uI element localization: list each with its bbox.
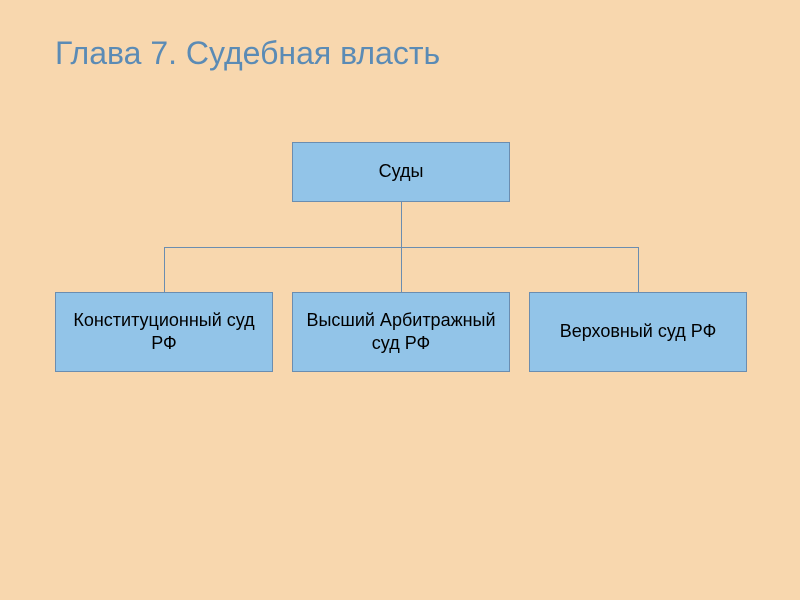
child-node-1-label: Конституционный суд РФ (64, 309, 264, 356)
child-node-3-label: Верховный суд РФ (560, 320, 717, 343)
root-node: Суды (292, 142, 510, 202)
child-node-3: Верховный суд РФ (529, 292, 747, 372)
root-node-label: Суды (379, 160, 424, 183)
org-chart-diagram: Суды Конституционный суд РФ Высший Арбит… (55, 142, 745, 442)
slide-title: Глава 7. Судебная власть (55, 35, 745, 72)
child-node-2-label: Высший Арбитражный суд РФ (301, 309, 501, 356)
connector-drop-1 (164, 247, 165, 292)
slide-container: Глава 7. Судебная власть Суды Конституци… (0, 0, 800, 600)
child-node-2: Высший Арбитражный суд РФ (292, 292, 510, 372)
connector-drop-2 (401, 247, 402, 292)
connector-vertical-main (401, 202, 402, 247)
connector-drop-3 (638, 247, 639, 292)
child-node-1: Конституционный суд РФ (55, 292, 273, 372)
